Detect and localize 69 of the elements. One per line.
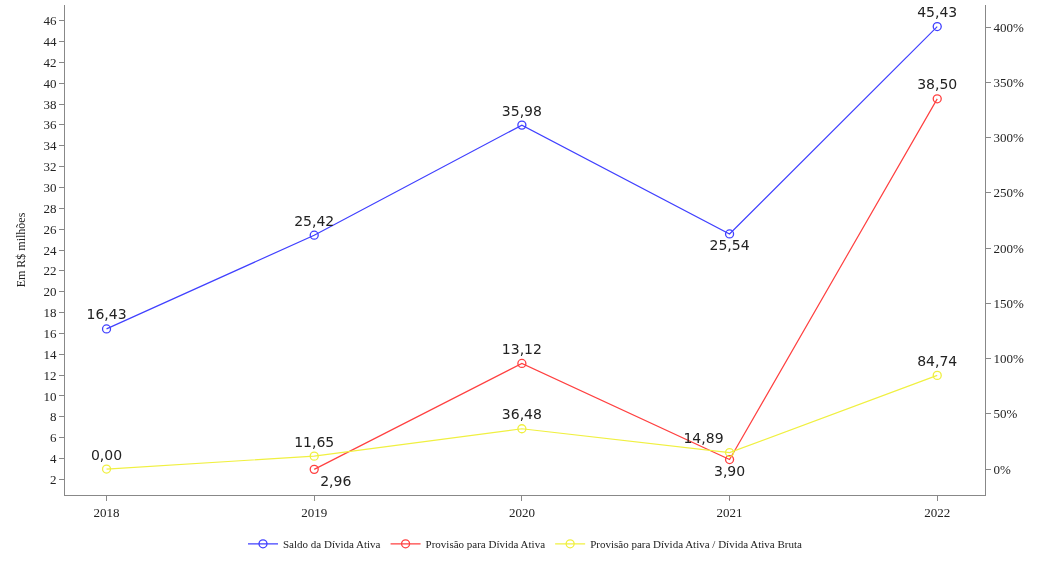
legend-label: Saldo da Dívida Ativa bbox=[283, 538, 381, 551]
y2-tick-label: 200% bbox=[993, 240, 1025, 256]
legend-label: Provisão para Dívida Ativa / Dívida Ativa Bruta bbox=[590, 538, 802, 551]
y-tick-label: 22 bbox=[43, 263, 57, 279]
y-tick-label: 4 bbox=[49, 451, 57, 467]
data-label: 16,43 bbox=[86, 306, 127, 323]
y-tick-label: 42 bbox=[43, 54, 57, 70]
data-label: 84,74 bbox=[917, 352, 958, 369]
y-tick-label: 2 bbox=[49, 471, 57, 487]
data-label: 36,48 bbox=[501, 406, 542, 423]
point bbox=[932, 21, 942, 32]
y2-tick-label: 300% bbox=[993, 130, 1025, 146]
point bbox=[724, 454, 735, 465]
y-tick-label: 36 bbox=[43, 117, 57, 133]
legend-label: Provisão para Dívida Ativa bbox=[425, 538, 546, 551]
point bbox=[724, 229, 735, 239]
data-label: 14,89 bbox=[683, 430, 724, 447]
x-tick-label: 2022 bbox=[924, 504, 951, 520]
point bbox=[932, 94, 942, 104]
y2-tick-label: 100% bbox=[993, 351, 1025, 367]
data-label: 25,54 bbox=[709, 237, 750, 254]
y-tick-label: 24 bbox=[43, 242, 57, 258]
data-label: 2,96 bbox=[320, 472, 352, 489]
data-label: 0,00 bbox=[90, 446, 123, 463]
x-tick-label: 2020 bbox=[508, 504, 535, 520]
point bbox=[309, 451, 319, 461]
point bbox=[517, 120, 527, 130]
y2-tick-label: 50% bbox=[993, 406, 1018, 422]
y-tick-label: 40 bbox=[43, 75, 57, 91]
point bbox=[517, 424, 527, 434]
point bbox=[101, 324, 112, 334]
x-tick-label: 2021 bbox=[716, 504, 743, 520]
y2-tick-label: 400% bbox=[993, 19, 1025, 35]
y2-tick-label: 250% bbox=[993, 185, 1025, 201]
y2-tick-label: 350% bbox=[993, 74, 1025, 90]
y-tick-label: 12 bbox=[43, 367, 57, 383]
y-tick-label: 30 bbox=[43, 180, 57, 195]
y-tick-label: 38 bbox=[43, 96, 57, 112]
y-tick-label: 32 bbox=[43, 159, 57, 175]
data-label: 45,43 bbox=[917, 4, 958, 21]
y-tick-label: 6 bbox=[49, 430, 57, 446]
data-label: 38,50 bbox=[917, 76, 958, 93]
x-tick-label: 2019 bbox=[301, 504, 328, 520]
point bbox=[517, 358, 527, 369]
y-tick-label: 46 bbox=[43, 13, 57, 29]
y-axis-title: Em R$ milhões bbox=[13, 212, 28, 288]
point bbox=[309, 230, 319, 240]
data-label: 35,98 bbox=[501, 102, 542, 119]
point bbox=[101, 464, 112, 474]
y2-tick-label: 150% bbox=[993, 295, 1025, 311]
y-tick-label: 44 bbox=[43, 34, 57, 50]
y-tick-label: 26 bbox=[43, 221, 57, 237]
y-tick-label: 28 bbox=[43, 200, 57, 216]
point bbox=[932, 370, 942, 381]
data-label: 25,42 bbox=[294, 212, 335, 229]
y-tick-label: 16 bbox=[43, 325, 57, 341]
point bbox=[309, 464, 319, 474]
data-label: 13,12 bbox=[501, 340, 542, 357]
y-tick-label: 18 bbox=[43, 305, 57, 321]
data-label: 3,90 bbox=[713, 463, 746, 480]
point bbox=[724, 447, 735, 458]
y-tick-label: 14 bbox=[43, 346, 57, 362]
y2-tick-label: 0% bbox=[993, 461, 1012, 477]
y-tick-label: 8 bbox=[49, 409, 57, 425]
x-tick-label: 2018 bbox=[93, 504, 120, 520]
data-label: 11,65 bbox=[294, 433, 335, 450]
y-tick-label: 20 bbox=[43, 284, 57, 300]
y-tick-label: 34 bbox=[43, 138, 57, 154]
y-tick-label: 10 bbox=[43, 388, 57, 404]
